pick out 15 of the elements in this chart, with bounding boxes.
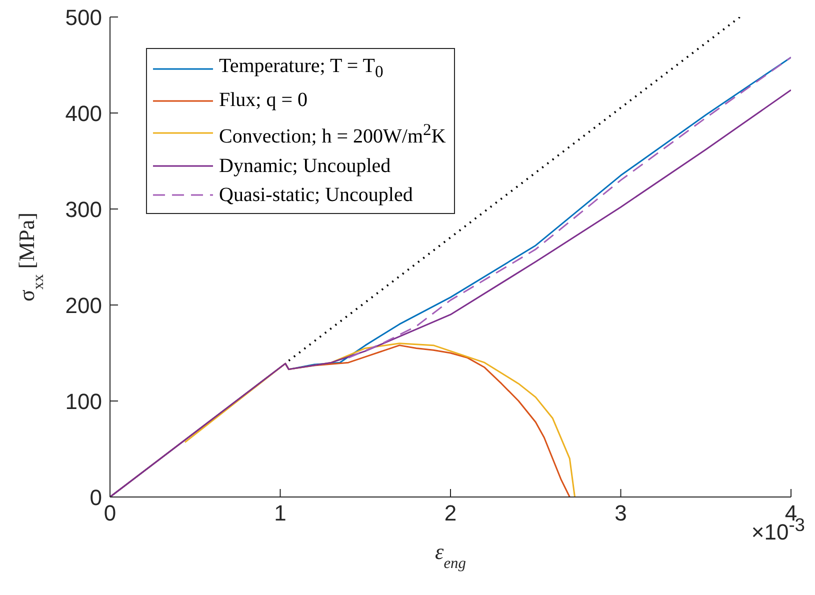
y-tick-label: 100 [65, 388, 102, 414]
x-axis-title: ε$_{eng}$ [435, 539, 466, 572]
legend-label: Convection; h = 200W/m$^{2}$K [219, 119, 446, 150]
y-tick-label: 300 [65, 196, 102, 222]
legend-label: Temperature; T = T$_{0}$ [219, 54, 384, 83]
x-tick-label: 2 [444, 500, 457, 526]
x-tick-label: 3 [614, 500, 627, 526]
y-tick-label: 0 [90, 484, 102, 510]
x-tick-label: 1 [274, 500, 286, 526]
y-tick-label: 400 [65, 100, 102, 126]
y-tick-label: 200 [65, 292, 102, 318]
legend-label: Quasi-static; Uncoupled [219, 182, 413, 208]
legend-label: Flux; q = 0 [219, 88, 308, 113]
legend-label: Dynamic; Uncoupled [219, 154, 391, 179]
y-tick-label: 500 [65, 4, 102, 30]
